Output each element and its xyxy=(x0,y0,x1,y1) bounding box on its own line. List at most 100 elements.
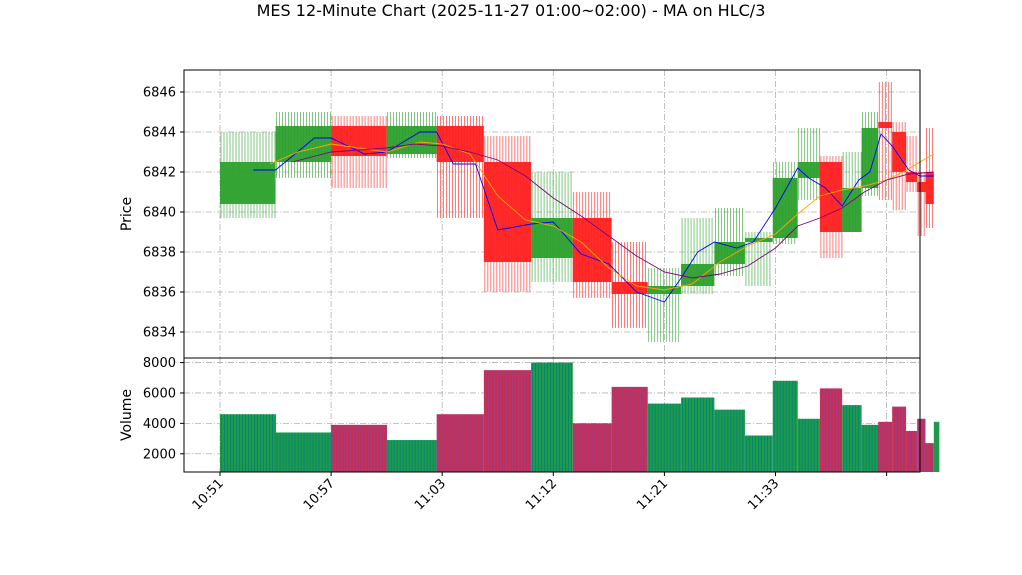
candle-body xyxy=(892,132,907,172)
volume-axes-frame xyxy=(183,357,921,473)
volume-bar xyxy=(861,424,879,472)
price-ytick-label: 6838 xyxy=(143,246,176,261)
volume-bar-fill xyxy=(331,424,387,472)
ma-line xyxy=(269,141,935,291)
candle-body xyxy=(906,172,918,182)
volume-bar xyxy=(819,388,843,472)
price-ytick-label: 6842 xyxy=(143,166,176,181)
x-tick-label: 11:21 xyxy=(634,476,671,513)
candle-up xyxy=(386,112,437,158)
candle-body xyxy=(917,182,926,192)
x-tick-label: 11:12 xyxy=(523,476,560,513)
price-ytick-label: 6840 xyxy=(143,206,176,221)
volume-bar-fill xyxy=(275,432,332,472)
price-y-ticks: 6834 6836 6838 6840 6842 6844 6846 xyxy=(143,86,184,341)
volume-bar-fill xyxy=(906,430,918,472)
x-tick-label: 10:57 xyxy=(301,476,338,513)
volume-bar-fill xyxy=(819,388,843,472)
price-ytick-label: 6836 xyxy=(143,286,176,301)
candle-up xyxy=(531,172,573,282)
volume-bar xyxy=(220,414,276,472)
volume-bar xyxy=(386,440,437,472)
x-tick-label: 11:03 xyxy=(412,476,449,513)
volume-ytick-label: 2000 xyxy=(143,447,176,462)
volume-bars xyxy=(220,362,940,472)
candle-up xyxy=(861,112,879,196)
ma-line xyxy=(253,131,934,303)
candle-body xyxy=(611,282,648,294)
price-ylabel: Price xyxy=(119,197,135,231)
volume-ytick-label: 4000 xyxy=(143,417,176,432)
volume-bar-fill xyxy=(386,440,437,472)
volume-bar xyxy=(531,362,573,472)
volume-bar xyxy=(331,424,388,472)
volume-bar-fill xyxy=(892,406,907,472)
candle-up xyxy=(275,112,332,178)
x-tick-label: 11:33 xyxy=(745,476,782,513)
volume-bar xyxy=(917,418,926,472)
candle-body xyxy=(744,238,773,242)
volume-bar xyxy=(436,414,484,472)
volume-bar xyxy=(878,421,893,472)
volume-bar xyxy=(906,430,918,472)
candle-up xyxy=(842,152,862,232)
candle-down xyxy=(819,156,843,258)
price-moving-averages xyxy=(253,131,935,303)
candle-body xyxy=(436,126,484,162)
volume-bar xyxy=(647,403,682,472)
candle-down xyxy=(483,136,532,292)
volume-bar xyxy=(797,418,820,472)
volume-bar-fill xyxy=(772,380,798,472)
candle-down xyxy=(331,116,387,188)
candle-down xyxy=(925,128,934,228)
volume-bar-fill xyxy=(797,418,820,472)
candle-body xyxy=(681,264,715,286)
candle-down xyxy=(892,122,907,210)
volume-bar-fill xyxy=(878,421,893,472)
volume-bar xyxy=(925,443,934,472)
volume-bar xyxy=(892,406,907,472)
candle-up xyxy=(681,218,715,294)
candle-body xyxy=(819,162,843,232)
volume-bar-fill xyxy=(861,424,879,472)
candle-body xyxy=(483,162,532,262)
volume-bar xyxy=(744,435,773,472)
volume-bar xyxy=(714,409,745,472)
volume-bar-fill xyxy=(531,362,573,472)
candle-body xyxy=(531,218,573,258)
volume-bar xyxy=(681,397,715,472)
x-tick-label: 10:51 xyxy=(190,476,227,513)
price-ytick-label: 6844 xyxy=(143,126,176,141)
volume-bar xyxy=(842,405,862,472)
candle-body xyxy=(220,162,276,204)
volume-ylabel: Volume xyxy=(119,389,135,441)
candle-body xyxy=(878,122,893,128)
candle-body xyxy=(772,178,798,238)
candle-body xyxy=(714,242,745,264)
volume-bar xyxy=(275,432,332,472)
candle-up xyxy=(797,128,821,200)
candle-up xyxy=(744,232,773,286)
candle-down xyxy=(436,116,484,218)
chart-title: MES 12-Minute Chart (2025-11-27 01:00~02… xyxy=(257,1,766,20)
ma-line xyxy=(292,143,934,279)
x-axis-ticks: 10:51 10:57 11:03 11:12 11:21 11:33 xyxy=(190,472,888,513)
volume-ytick-label: 6000 xyxy=(143,386,176,401)
volume-bar-fill xyxy=(220,414,276,472)
volume-bar xyxy=(772,380,798,472)
volume-bar xyxy=(611,386,648,472)
volume-y-ticks: 2000 4000 6000 8000 xyxy=(143,356,184,462)
candle-up xyxy=(220,132,276,218)
volume-bar-fill xyxy=(933,421,940,472)
candle-down xyxy=(611,242,648,328)
candle-up xyxy=(714,208,745,276)
candle-body xyxy=(572,218,612,282)
price-candles xyxy=(220,82,934,342)
candle-down xyxy=(572,192,612,298)
candle-body xyxy=(861,128,879,188)
volume-bar xyxy=(572,423,612,472)
price-ytick-label: 6846 xyxy=(143,86,176,101)
volume-bar xyxy=(483,370,532,472)
volume-ytick-label: 8000 xyxy=(143,356,176,371)
